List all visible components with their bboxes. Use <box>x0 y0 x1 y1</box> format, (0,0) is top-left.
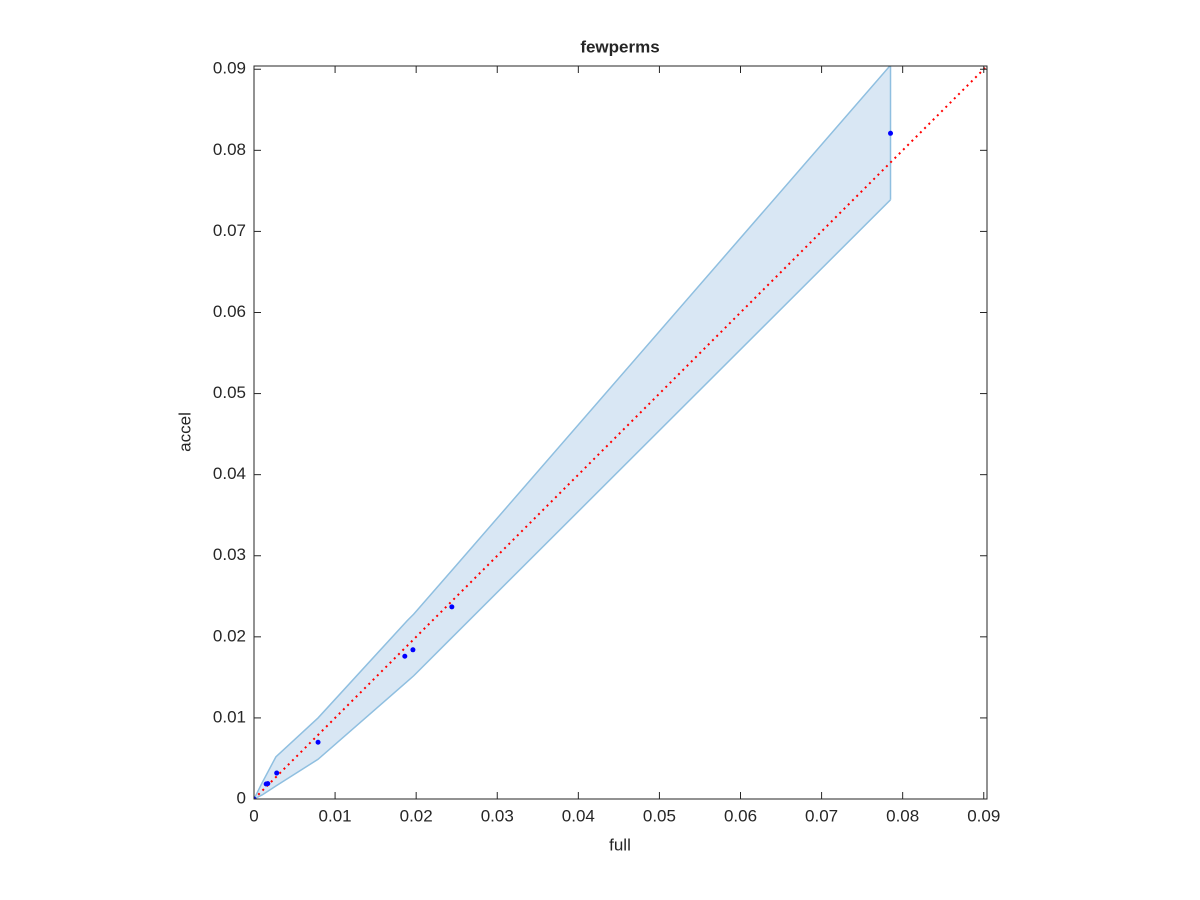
y-tick-label: 0.05 <box>213 383 246 402</box>
x-tick-label: 0.08 <box>886 806 919 825</box>
y-tick-label: 0.01 <box>213 707 246 726</box>
point <box>274 770 280 776</box>
point <box>888 130 894 136</box>
point <box>254 796 257 799</box>
chart-title: fewperms <box>580 37 659 56</box>
y-tick-label: 0 <box>237 788 246 807</box>
band-upper <box>254 66 891 799</box>
x-tick-label: 0.06 <box>724 806 757 825</box>
point <box>449 604 455 610</box>
point <box>315 739 321 745</box>
point <box>402 653 408 659</box>
x-tick-label: 0.05 <box>643 806 676 825</box>
y-tick-label: 0.09 <box>213 59 246 78</box>
y-tick-label: 0.08 <box>213 140 246 159</box>
axes-box <box>253 65 988 800</box>
x-tick-label: 0.04 <box>562 806 595 825</box>
y-tick-label: 0.02 <box>213 626 246 645</box>
y-tick-label: 0.06 <box>213 302 246 321</box>
x-tick-label: 0.03 <box>481 806 514 825</box>
x-tick-label: 0.02 <box>400 806 433 825</box>
point <box>265 781 271 787</box>
x-tick-label: 0.09 <box>967 806 1000 825</box>
x-tick-label: 0.07 <box>805 806 838 825</box>
y-tick-label: 0.03 <box>213 545 246 564</box>
plot-area <box>254 66 987 799</box>
x-tick-label: 0 <box>249 806 258 825</box>
x-tick-label: 0.01 <box>319 806 352 825</box>
y-tick-label: 0.07 <box>213 221 246 240</box>
x-axis-label: full <box>609 835 631 854</box>
y-tick-label: 0.04 <box>213 464 246 483</box>
point <box>410 647 416 653</box>
band-lower <box>254 199 892 799</box>
y-axis-label: accel <box>175 412 194 452</box>
